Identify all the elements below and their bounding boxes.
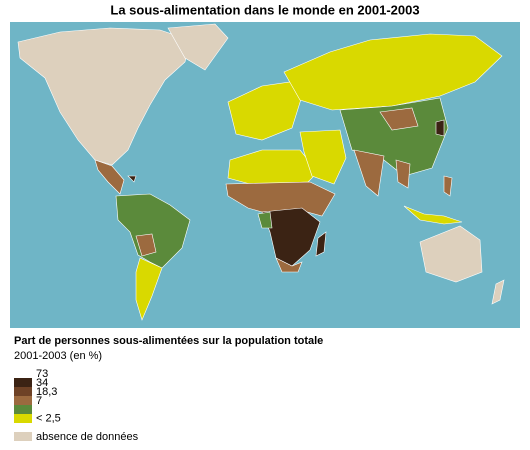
legend-label: absence de données: [36, 431, 139, 443]
legend-label: < 2,5: [36, 412, 61, 424]
north-america: [17, 27, 191, 166]
india: [353, 149, 385, 197]
legend-label: 73: [36, 368, 48, 380]
map-title: La sous-alimentation dans le monde en 20…: [110, 2, 419, 17]
australia: [419, 225, 483, 283]
legend-label: 34: [36, 377, 48, 389]
haiti: [127, 175, 137, 183]
central-africa: [261, 207, 321, 267]
legend-swatch: [14, 432, 32, 441]
southern-cone: [135, 257, 163, 321]
north-korea: [435, 119, 445, 137]
legend-swatch: [14, 405, 32, 414]
southern-africa-north: [275, 257, 303, 273]
legend-swatch: [14, 414, 32, 423]
southeast-asia: [395, 159, 411, 189]
legend-subtitle: 2001-2003 (en %): [14, 350, 102, 362]
legend-swatch: [14, 387, 32, 396]
philippines: [443, 175, 453, 197]
nigeria: [257, 211, 273, 229]
legend-swatch: [14, 396, 32, 405]
central-america: [94, 159, 125, 195]
legend-swatch: [14, 378, 32, 387]
legend-title: Part de personnes sous-alimentées sur la…: [14, 335, 323, 347]
north-africa: [227, 149, 319, 185]
russia: [283, 33, 503, 111]
europe: [227, 81, 303, 141]
middle-east: [299, 129, 347, 185]
world-map: [10, 22, 520, 328]
new-zealand: [491, 279, 505, 305]
madagascar: [315, 231, 327, 257]
mongolia: [379, 107, 419, 131]
indonesia: [403, 205, 463, 225]
legend-label: 7: [36, 395, 42, 407]
greenland: [167, 23, 229, 71]
legend-label: 18,3: [36, 386, 57, 398]
bolivia: [135, 233, 157, 257]
